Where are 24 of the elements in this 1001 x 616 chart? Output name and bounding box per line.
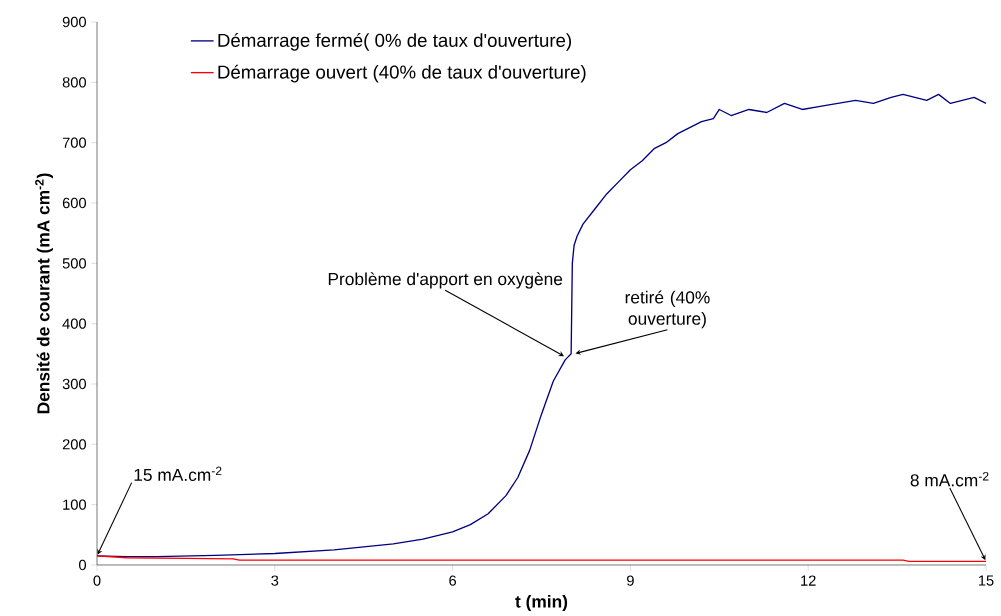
y-tick-label: 300: [62, 379, 87, 390]
y-tick-label: 900: [62, 17, 87, 28]
y-axis-title: Densité de courant (mA cm$^{-2}$): [35, 173, 53, 414]
legend-label: Démarrage fermé( 0% de taux d'ouverture): [218, 33, 571, 51]
y-tick-label: 100: [63, 499, 87, 511]
x-tick-label: 0: [93, 575, 101, 587]
y-tick-label: 0: [79, 560, 87, 571]
x-tick-label: 15: [978, 575, 994, 586]
y-tick-label: 200: [62, 439, 87, 450]
legend-label: Démarrage ouvert (40% de taux d'ouverture): [218, 64, 586, 83]
annotation: 8 mA.cm$^{-2}$: [910, 472, 989, 487]
x-axis-title: t (min): [515, 595, 568, 612]
y-tick-label: 800: [62, 77, 87, 88]
y-tick-label: 400: [62, 318, 87, 330]
y-tick-label: 700: [62, 137, 87, 149]
x-tick-label: 3: [271, 575, 279, 587]
annotation: retiré (40% ouverture): [625, 290, 710, 329]
y-tick-label: 500: [62, 258, 87, 269]
annotation: Problème d'apport en oxygène: [328, 272, 563, 289]
y-tick-label: 600: [62, 198, 87, 209]
x-tick-label: 9: [627, 575, 634, 587]
x-tick-label: 12: [801, 575, 816, 586]
annotation: 15 mA.cm$^{-2}$: [134, 466, 222, 482]
x-tick-label: 6: [449, 575, 457, 587]
